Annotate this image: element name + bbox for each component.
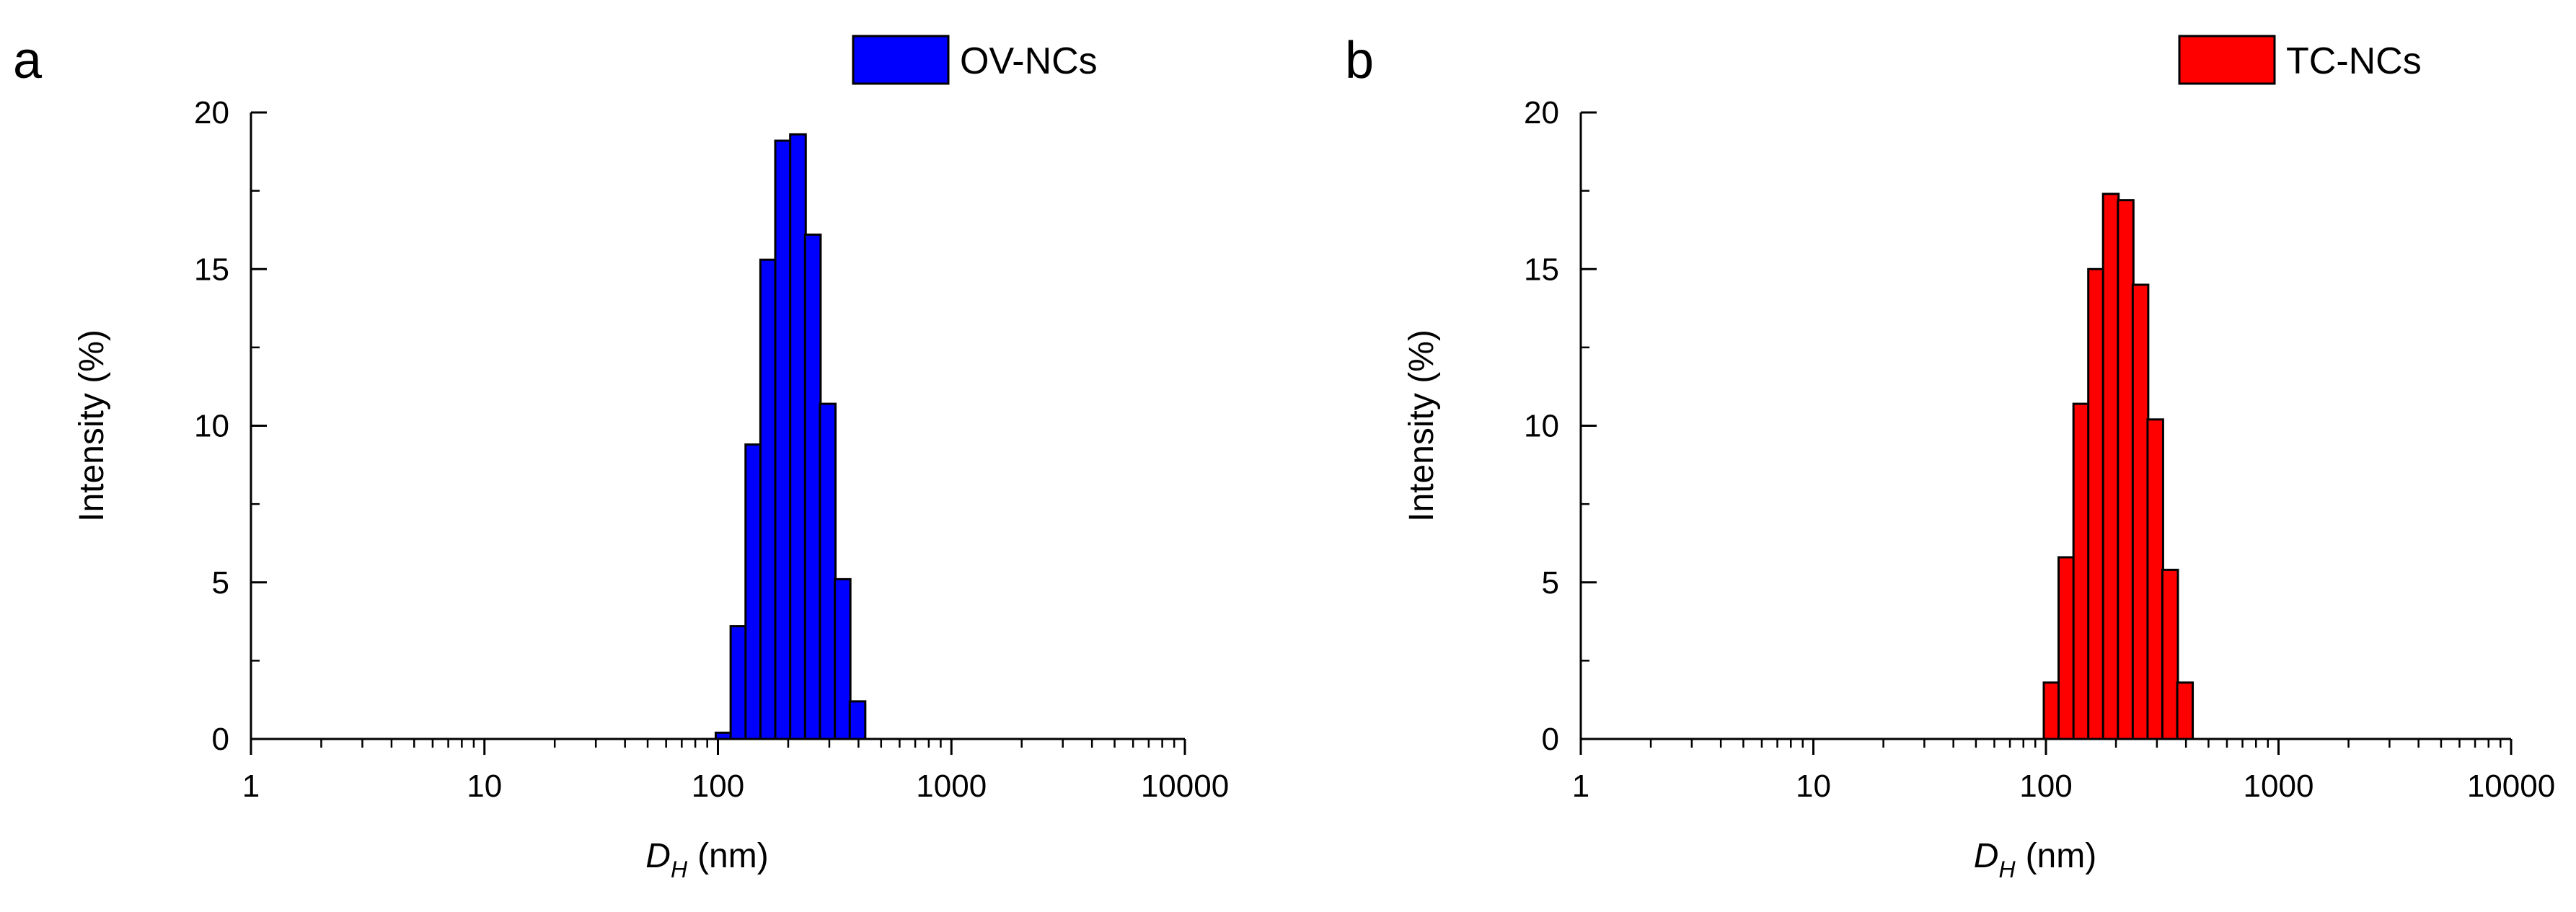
- bar: [834, 577, 852, 740]
- x-tick-labels: 1 10 100 1000 10000: [1572, 769, 2555, 804]
- y-tick-label: 5: [1542, 565, 1559, 601]
- legend: OV-NCs: [852, 35, 1098, 85]
- bar: [759, 258, 777, 740]
- y-axis-ticks: [1581, 111, 1597, 740]
- x-tick-label: 10: [467, 769, 502, 804]
- bar: [819, 402, 837, 740]
- x-tick-label: 10000: [2467, 769, 2555, 804]
- x-tick-label: 1000: [2244, 769, 2314, 804]
- legend-label: TC-NCs: [2286, 40, 2422, 82]
- bar: [2101, 192, 2120, 740]
- x-axis-ticks: [250, 739, 1186, 755]
- x-axis-title-symbol: D: [645, 837, 671, 875]
- panel-b: b 1 10 100 1000 10000 0 5 10 15 20 Intensity (%)…: [1345, 32, 2555, 882]
- y-tick-label: 20: [194, 95, 229, 130]
- y-tick-labels: 0 5 10 15 20: [194, 95, 229, 757]
- legend: TC-NCs: [2178, 35, 2422, 85]
- bar: [848, 700, 867, 740]
- x-axis-title: DH (nm): [1974, 837, 2096, 882]
- x-axis-title-symbol: D: [1974, 837, 1999, 875]
- bar: [2117, 199, 2135, 740]
- y-tick-label: 0: [1542, 722, 1559, 757]
- y-tick-label: 20: [1524, 95, 1559, 130]
- bar: [2176, 681, 2195, 740]
- bar: [2072, 402, 2091, 740]
- x-tick-label: 100: [692, 769, 744, 804]
- y-tick-label: 0: [212, 722, 229, 757]
- legend-label: OV-NCs: [960, 40, 1098, 82]
- x-tick-label: 1: [1572, 769, 1589, 804]
- bar: [744, 443, 762, 740]
- x-axis-ticks: [1579, 739, 2513, 755]
- x-axis-title: DH (nm): [645, 837, 768, 882]
- x-axis-title-subscript: H: [671, 856, 688, 882]
- x-axis-title-unit: (nm): [2026, 837, 2097, 875]
- panel-letter: b: [1345, 32, 1374, 89]
- bars-group: [714, 133, 867, 740]
- x-tick-label: 10: [1796, 769, 1831, 804]
- x-axis-title-unit: (nm): [697, 837, 769, 875]
- bar: [789, 133, 807, 740]
- bar: [729, 625, 748, 740]
- y-axis-title: Intensity (%): [1403, 329, 1441, 522]
- x-tick-label: 1000: [916, 769, 987, 804]
- bars-group: [2042, 192, 2195, 740]
- bar: [2161, 568, 2179, 740]
- x-tick-labels: 1 10 100 1000 10000: [242, 769, 1229, 804]
- x-tick-label: 100: [2019, 769, 2072, 804]
- bar: [803, 233, 822, 740]
- legend-swatch: [852, 35, 950, 85]
- y-tick-label: 5: [212, 565, 229, 601]
- panel-a: a 1 10 100 1000 10000 0 5 10 15 20 Intensity (%)…: [13, 32, 1229, 882]
- bar: [2087, 267, 2105, 740]
- bar: [2146, 418, 2164, 740]
- bar: [774, 139, 793, 740]
- x-axis-title-subscript: H: [1998, 856, 2016, 882]
- x-tick-label: 10000: [1141, 769, 1229, 804]
- y-tick-label: 15: [1524, 252, 1559, 287]
- y-axis-title: Intensity (%): [73, 329, 111, 522]
- y-axis-ticks: [251, 111, 267, 740]
- bar: [2057, 556, 2076, 740]
- y-tick-labels: 0 5 10 15 20: [1524, 95, 1559, 757]
- bar: [2131, 283, 2150, 740]
- y-tick-label: 10: [194, 409, 229, 444]
- legend-swatch: [2178, 35, 2276, 85]
- y-tick-label: 10: [1524, 409, 1559, 444]
- y-tick-label: 15: [194, 252, 229, 287]
- bar: [2042, 681, 2061, 740]
- x-tick-label: 1: [242, 769, 260, 804]
- panel-letter: a: [13, 32, 43, 89]
